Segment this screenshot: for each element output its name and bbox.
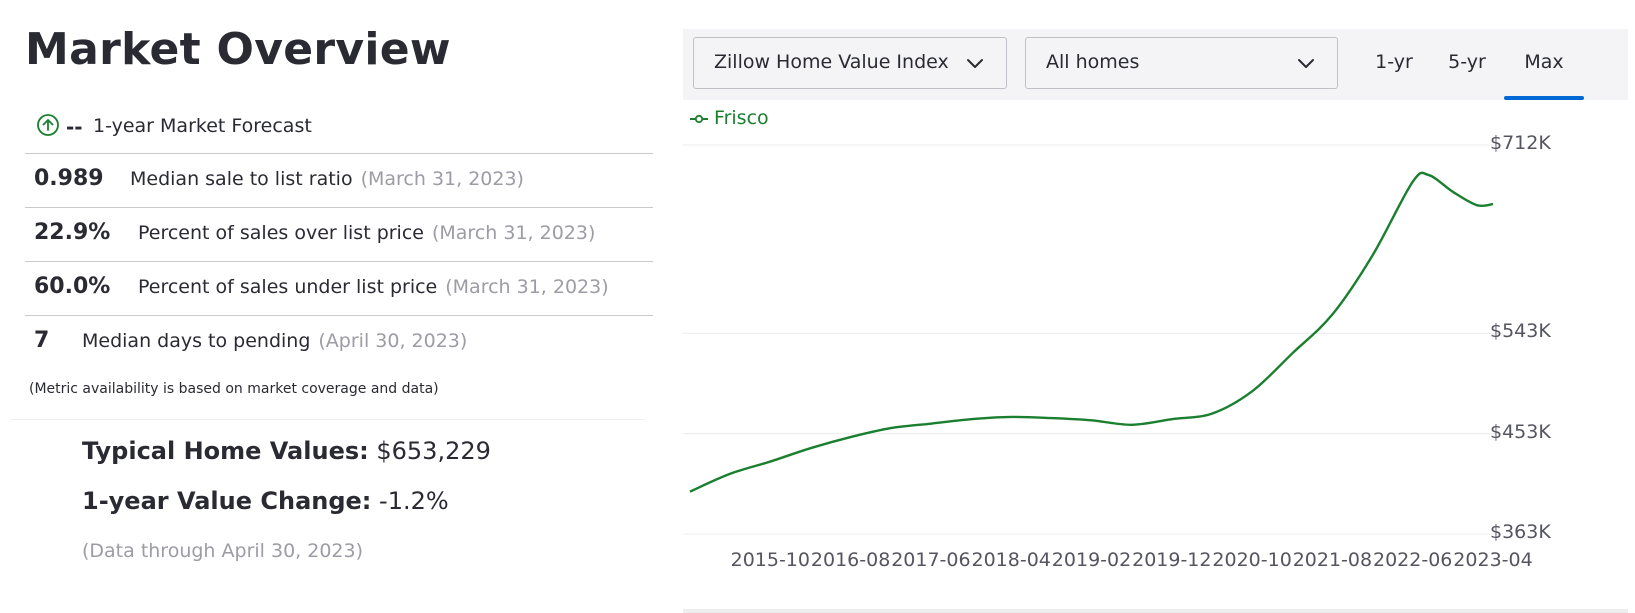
range-1yr-button[interactable]: 1-yr <box>1375 51 1413 73</box>
home-value-chart: $363K $453K $543K $712K 2015-10 2016-08 2017-0… <box>683 108 1628 612</box>
data-through-note: (Data through April 30, 2023) <box>82 540 364 562</box>
x-tick-label: 2017-06 <box>891 549 971 571</box>
metric-label: Percent of sales over list price <box>138 222 424 244</box>
home-value-chart-svg <box>683 144 1503 535</box>
typical-home-values: Typical Home Values: $653,229 <box>82 437 491 465</box>
range-5yr-button[interactable]: 5-yr <box>1448 51 1486 73</box>
y-tick-label: $543K <box>1490 320 1551 343</box>
metric-label: Median sale to list ratio <box>130 168 353 190</box>
metric-row-sale-to-list: 0.989 Median sale to list ratio (March 31… <box>25 154 653 208</box>
metric-value: 0.989 <box>34 166 104 191</box>
value-change-value: -1.2% <box>379 487 449 515</box>
y-tick-label: $453K <box>1490 420 1551 443</box>
home-type-select[interactable]: All homes <box>1025 37 1338 89</box>
y-tick-label: $363K <box>1490 521 1551 543</box>
chevron-down-icon <box>966 54 984 76</box>
metric-row-under-list: 60.0% Percent of sales under list price (… <box>25 262 653 316</box>
chart-legend: Frisco <box>690 107 769 129</box>
value-change-label: 1-year Value Change: <box>82 487 372 515</box>
typical-home-values-label: Typical Home Values: <box>82 437 369 465</box>
x-tick-label: 2021-08 <box>1292 549 1373 571</box>
typical-home-values-value: $653,229 <box>376 437 491 465</box>
metric-value: 22.9% <box>34 220 111 245</box>
chart-bottom-border <box>683 609 1628 613</box>
arrow-up-circle-icon <box>36 113 60 141</box>
page-title: Market Overview <box>25 24 451 75</box>
y-tick-label: $712K <box>1490 132 1551 154</box>
metric-date: (March 31, 2023) <box>360 168 524 190</box>
x-tick-label: 2018-04 <box>971 549 1051 571</box>
metric-value: 60.0% <box>34 274 111 299</box>
metric-label: Percent of sales under list price <box>138 276 438 298</box>
value-change: 1-year Value Change: -1.2% <box>82 487 449 515</box>
legend-marker-icon <box>690 114 708 123</box>
market-overview-panel: Market Overview -- 1-year Market Forecas… <box>0 0 653 613</box>
metric-row-days-to-pending: 7 Median days to pending (April 30, 2023) <box>25 316 653 369</box>
metric-row-over-list: 22.9% Percent of sales over list price (M… <box>25 208 653 262</box>
metric-label: Median days to pending <box>82 330 311 352</box>
chevron-down-icon <box>1297 54 1315 76</box>
chart-controls: Zillow Home Value Index All homes 1-yr 5… <box>683 29 1628 100</box>
metric-availability-note: (Metric availability is based on market … <box>29 381 439 397</box>
metric-date: (March 31, 2023) <box>431 222 596 244</box>
metric-select-value: Zillow Home Value Index <box>714 51 949 73</box>
x-tick-label: 2022-06 <box>1372 549 1453 571</box>
legend-series-name: Frisco <box>714 107 769 129</box>
forecast-label: 1-year Market Forecast <box>93 115 312 137</box>
range-max-button[interactable]: Max <box>1504 29 1584 100</box>
x-tick-label: 2023-04 <box>1453 549 1533 571</box>
home-type-select-value: All homes <box>1046 51 1140 73</box>
divider <box>10 419 645 420</box>
x-tick-label: 2015-10 <box>730 549 810 571</box>
metric-date: (April 30, 2023) <box>318 330 468 352</box>
forecast-row: -- 1-year Market Forecast <box>25 106 653 154</box>
series-line-frisco <box>689 171 1494 493</box>
forecast-value: -- <box>66 115 83 139</box>
x-tick-label: 2020-10 <box>1212 549 1292 571</box>
metric-select[interactable]: Zillow Home Value Index <box>693 37 1007 89</box>
metric-value: 7 <box>34 328 50 353</box>
x-tick-label: 2016-08 <box>810 549 891 571</box>
x-tick-label: 2019-02 <box>1051 549 1132 571</box>
metric-date: (March 31, 2023) <box>445 276 609 298</box>
x-tick-label: 2019-12 <box>1132 549 1212 571</box>
